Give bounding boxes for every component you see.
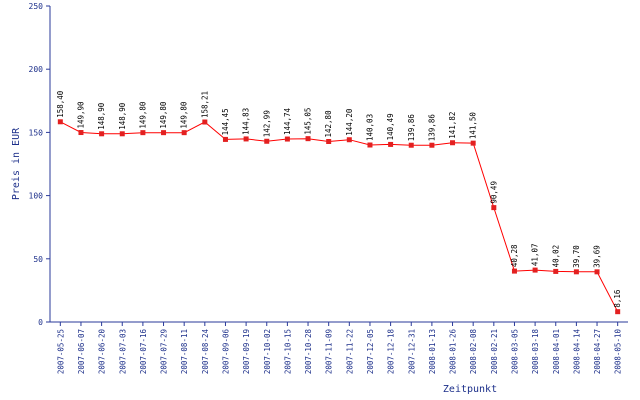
x-tick-label: 2008-02-21	[490, 329, 499, 374]
x-tick-label: 2007-10-28	[304, 329, 313, 375]
x-tick-label: 2007-07-29	[160, 329, 169, 374]
y-tick-label: 50	[33, 255, 43, 264]
data-label: 158,21	[200, 91, 209, 118]
data-label: 40,02	[551, 245, 560, 268]
data-label: 140,03	[365, 114, 374, 141]
data-point	[511, 268, 517, 274]
y-axis-ticks: 0 50 100 150 200 250	[29, 2, 50, 327]
data-point	[450, 140, 456, 146]
x-tick-label: 2007-08-11	[180, 329, 189, 374]
x-tick-label: 2007-05-25	[56, 329, 65, 374]
data-label: 149,80	[138, 101, 147, 129]
data-point	[78, 130, 84, 136]
data-point	[140, 130, 146, 136]
data-label: 144,45	[221, 108, 230, 135]
x-tick-label: 2007-06-07	[77, 329, 86, 374]
data-label: 8,16	[613, 289, 622, 308]
data-label: 148,90	[118, 102, 127, 130]
x-tick-label: 2007-08-24	[201, 329, 210, 375]
data-point	[57, 119, 63, 125]
data-point	[594, 269, 600, 275]
x-tick-label: 2007-12-05	[366, 329, 375, 374]
x-tick-label: 2007-12-18	[387, 329, 396, 375]
data-label: 41,07	[531, 244, 540, 267]
data-label: 140,49	[386, 113, 395, 140]
data-point	[429, 142, 435, 148]
data-label: 142,99	[262, 110, 271, 137]
x-tick-label: 2007-09-19	[242, 329, 251, 374]
data-point	[222, 136, 228, 142]
data-label: 144,20	[345, 108, 354, 136]
data-label: 149,80	[180, 101, 189, 129]
data-label: 39,69	[593, 245, 602, 268]
x-tick-label: 2007-12-31	[407, 329, 416, 374]
x-axis-ticks: 2007-05-25 2007-06-07 2007-06-20 2007-07-03…	[56, 322, 623, 375]
data-label: 148,90	[97, 102, 106, 130]
y-axis-title: Preis in EUR	[11, 127, 22, 200]
x-tick-label: 2007-10-15	[283, 329, 292, 374]
data-label: 141,82	[448, 112, 457, 139]
price-line	[60, 121, 619, 312]
data-labels: 158,40 149,90 148,90 148,90 149,80 149,80 149,…	[56, 90, 622, 307]
y-tick-label: 100	[29, 192, 44, 201]
data-label: 139,86	[407, 114, 416, 142]
y-tick-label: 250	[29, 2, 44, 11]
x-tick-label: 2007-06-20	[98, 329, 107, 375]
data-point	[99, 131, 105, 137]
x-tick-label: 2007-07-16	[139, 329, 148, 375]
x-tick-label: 2008-04-27	[593, 329, 602, 374]
data-label: 149,90	[76, 101, 85, 129]
x-tick-label: 2008-04-01	[552, 329, 561, 374]
data-label: 149,80	[159, 101, 168, 129]
data-point	[553, 268, 559, 274]
x-tick-label: 2008-01-26	[449, 329, 458, 375]
data-label: 40,28	[510, 244, 519, 267]
x-tick-label: 2008-01-13	[428, 329, 437, 374]
data-point	[202, 119, 208, 125]
x-tick-label: 2007-11-22	[345, 329, 354, 374]
x-tick-label: 2008-03-18	[531, 329, 540, 375]
x-tick-label: 2008-02-08	[469, 329, 478, 375]
y-tick-label: 150	[29, 128, 44, 137]
data-label: 90,49	[489, 181, 498, 204]
data-label: 141,50	[469, 112, 478, 140]
data-point	[305, 136, 311, 142]
data-point	[284, 136, 290, 142]
x-tick-label: 2008-03-05	[510, 329, 519, 374]
x-tick-label: 2007-11-09	[325, 329, 334, 374]
x-tick-label: 2007-07-03	[118, 329, 127, 374]
data-point	[491, 205, 497, 211]
data-point	[367, 142, 373, 148]
data-label: 144,74	[283, 107, 292, 135]
data-label: 142,80	[324, 110, 333, 138]
price-series	[57, 119, 621, 315]
x-tick-label: 2008-05-10	[614, 329, 623, 375]
data-point	[470, 140, 476, 146]
data-point	[573, 269, 579, 275]
x-tick-label: 2007-10-02	[263, 329, 272, 374]
data-point	[181, 130, 187, 136]
data-point	[615, 309, 621, 315]
data-point	[388, 141, 394, 147]
data-point	[408, 142, 414, 148]
x-tick-label: 2008-04-14	[572, 329, 581, 375]
data-point	[346, 137, 352, 143]
data-label: 139,86	[427, 114, 436, 142]
data-point	[119, 131, 125, 137]
data-point	[161, 130, 167, 136]
x-tick-label: 2007-09-06	[221, 329, 230, 375]
x-axis-title: Zeitpunkt	[443, 384, 497, 395]
data-label: 145,05	[304, 108, 313, 135]
data-point	[243, 136, 249, 142]
y-tick-label: 0	[38, 318, 43, 327]
data-label: 158,40	[56, 90, 65, 118]
y-tick-label: 200	[29, 65, 44, 74]
data-point	[532, 267, 538, 273]
data-label: 39,70	[572, 245, 581, 268]
data-label: 144,83	[242, 108, 251, 135]
data-point	[326, 139, 332, 145]
data-point	[264, 138, 270, 144]
